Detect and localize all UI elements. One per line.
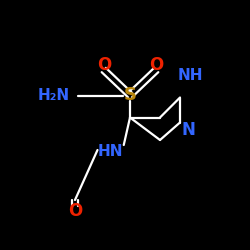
Text: N: N: [182, 121, 196, 139]
Text: H₂N: H₂N: [38, 88, 70, 102]
Text: O: O: [96, 56, 111, 74]
Text: HN: HN: [97, 144, 123, 159]
Text: O: O: [68, 202, 82, 220]
Text: NH: NH: [177, 68, 203, 82]
Text: O: O: [149, 56, 164, 74]
Text: S: S: [124, 86, 136, 104]
